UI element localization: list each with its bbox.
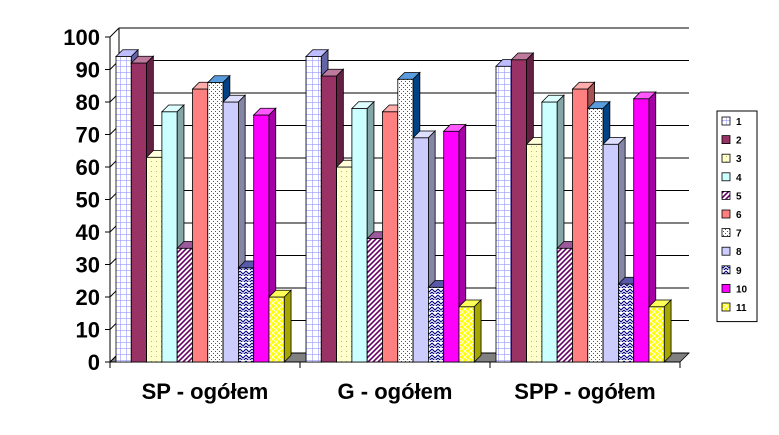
legend-swatch — [721, 283, 731, 293]
y-tick-label: 70 — [76, 123, 100, 148]
legend-label: 5 — [736, 191, 742, 202]
legend-label: 4 — [736, 173, 742, 184]
legend-swatch — [721, 153, 731, 163]
y-tick-label: 20 — [76, 285, 100, 310]
legend-label: 1 — [736, 117, 742, 128]
y-tick-label: 60 — [76, 155, 100, 180]
legend-swatch — [721, 172, 731, 182]
legend-swatch — [721, 190, 731, 200]
y-tick-label: 40 — [76, 220, 100, 245]
legend-label: 3 — [736, 154, 742, 165]
legend-label: 6 — [736, 210, 742, 221]
x-category-label: SP - ogółem — [142, 379, 269, 404]
bar — [648, 299, 673, 363]
y-tick-label: 90 — [76, 58, 100, 83]
bar — [268, 289, 293, 363]
legend-swatch — [721, 135, 731, 145]
legend-swatch — [721, 246, 731, 256]
legend-label: 10 — [736, 284, 748, 295]
legend-swatch — [721, 228, 731, 238]
legend-swatch — [721, 265, 731, 275]
y-tick-label: 0 — [88, 350, 100, 375]
y-tick-label: 100 — [63, 25, 100, 50]
y-tick-label: 10 — [76, 318, 100, 343]
y-tick-label: 80 — [76, 90, 100, 115]
y-tick-label: 30 — [76, 253, 100, 278]
bar — [632, 91, 657, 363]
legend-swatch — [721, 302, 731, 312]
x-category-label: G - ogółem — [338, 379, 453, 404]
legend-swatch — [721, 116, 731, 126]
bar — [458, 299, 483, 363]
x-category-label: SPP - ogółem — [514, 379, 655, 404]
gridline-side — [109, 27, 120, 38]
legend-label: 9 — [736, 266, 742, 277]
legend-label: 2 — [736, 136, 742, 147]
legend-label: 8 — [736, 247, 742, 258]
legend-label: 11 — [736, 303, 747, 314]
y-tick-label: 50 — [76, 188, 100, 213]
legend-swatch — [721, 209, 731, 219]
legend-label: 7 — [736, 229, 742, 240]
